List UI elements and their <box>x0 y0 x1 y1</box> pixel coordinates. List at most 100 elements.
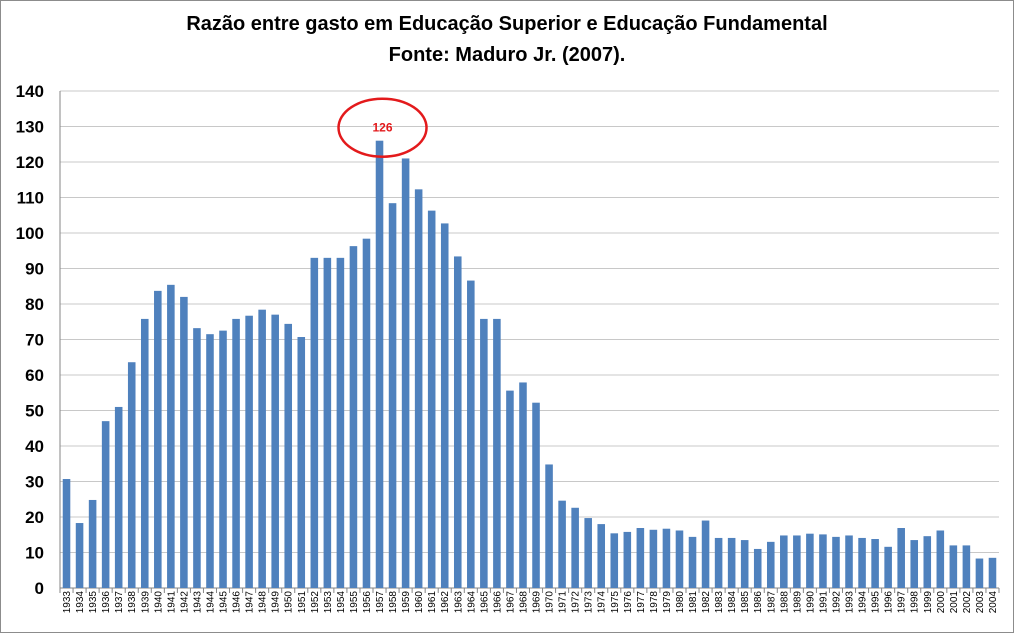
bar <box>806 533 814 588</box>
x-tick-label: 1992 <box>831 591 842 614</box>
bar <box>532 402 540 588</box>
bar <box>297 337 306 588</box>
x-tick-label: 2004 <box>988 591 999 614</box>
x-tick-label: 1973 <box>584 591 595 614</box>
bar <box>897 528 905 588</box>
x-tick-label: 1969 <box>532 591 543 614</box>
x-tick-label: 1963 <box>453 591 464 614</box>
x-tick-label: 1990 <box>805 591 816 614</box>
bar <box>793 535 801 588</box>
bar <box>193 328 201 588</box>
bar <box>467 280 475 588</box>
bar <box>349 246 358 588</box>
x-tick-label: 1939 <box>140 591 151 614</box>
bar <box>140 318 149 588</box>
x-tick-label: 1972 <box>571 591 582 614</box>
x-tick-label: 1982 <box>701 591 712 614</box>
bar <box>714 537 723 588</box>
bar <box>206 334 214 588</box>
x-tick-label: 1979 <box>662 591 673 614</box>
bar <box>949 545 958 588</box>
bar <box>558 500 566 588</box>
x-tick-label: 1943 <box>192 591 203 614</box>
bar <box>858 537 866 588</box>
bar <box>649 529 658 588</box>
bar <box>388 203 397 588</box>
x-tick-label: 1934 <box>75 591 86 614</box>
x-tick-label: 1983 <box>714 591 725 614</box>
bar <box>362 238 371 588</box>
x-tick-label: 1955 <box>349 591 360 614</box>
x-tick-label: 1988 <box>779 591 790 614</box>
bar <box>975 558 984 588</box>
bar <box>662 528 671 588</box>
bar <box>701 520 710 588</box>
bar <box>936 530 945 588</box>
annotation-ellipse <box>337 97 428 158</box>
bar <box>88 499 97 588</box>
x-tick-label: 1970 <box>545 591 556 614</box>
x-tick-label: 1945 <box>219 591 230 614</box>
bar <box>440 223 449 589</box>
x-tick-label: 1961 <box>427 591 438 614</box>
x-tick-label: 2001 <box>949 591 960 614</box>
x-tick-label: 1944 <box>205 591 216 614</box>
x-tick-label: 2002 <box>962 591 973 614</box>
y-tick-label: 70 <box>25 331 44 350</box>
x-tick-label: 1964 <box>466 591 477 614</box>
x-tick-label: 1962 <box>440 591 451 614</box>
x-tick-label: 1950 <box>284 591 295 614</box>
y-tick-label: 60 <box>25 366 44 385</box>
bar <box>62 479 71 588</box>
bar <box>740 540 749 588</box>
bar <box>727 537 736 588</box>
x-tick-label: 1933 <box>62 591 73 614</box>
x-tick-label: 1981 <box>688 591 699 614</box>
x-tick-label: 1946 <box>232 591 243 614</box>
x-tick-label: 1951 <box>297 591 308 614</box>
y-tick-label: 50 <box>25 402 44 421</box>
bar <box>884 546 892 588</box>
bar <box>101 421 110 588</box>
annotation-label: 126 <box>373 121 393 135</box>
chart-title: Razão entre gasto em Educação Superior e… <box>186 13 828 35</box>
x-tick-label: 2003 <box>975 591 986 614</box>
bar <box>284 323 293 588</box>
x-tick-label: 1997 <box>897 591 908 614</box>
bar <box>623 531 632 588</box>
x-tick-label: 1994 <box>858 591 869 614</box>
bar <box>75 523 84 588</box>
x-tick-label: 1995 <box>871 591 882 614</box>
bar <box>232 318 240 588</box>
bar <box>219 330 227 588</box>
x-tick-label: 1938 <box>127 591 138 614</box>
bar <box>427 210 436 588</box>
x-tick-label: 1989 <box>792 591 803 614</box>
chart-subtitle: Fonte: Maduro Jr. (2007). <box>388 44 626 66</box>
bar <box>571 507 579 588</box>
x-tick-label: 1971 <box>558 591 569 614</box>
x-tick-label: 1937 <box>114 591 125 614</box>
bar <box>336 257 345 588</box>
y-tick-label: 20 <box>25 508 44 527</box>
y-tick-label: 140 <box>16 82 44 101</box>
y-tick-label: 80 <box>25 295 44 314</box>
bar <box>180 296 188 588</box>
x-tick-label: 1985 <box>740 591 751 614</box>
x-tick-label: 1991 <box>818 591 829 614</box>
x-tick-label: 1967 <box>505 591 516 614</box>
x-tick-label: 1953 <box>323 591 334 614</box>
y-tick-label: 40 <box>25 437 44 456</box>
x-tick-label: 1952 <box>310 591 321 614</box>
bar <box>819 534 827 588</box>
bar <box>832 536 840 588</box>
bar <box>636 528 645 588</box>
bar <box>753 548 762 588</box>
bar <box>401 158 410 588</box>
x-tick-label: 1999 <box>923 591 934 614</box>
bar <box>506 390 514 588</box>
y-tick-label: 10 <box>25 544 44 563</box>
x-tick-label: 1993 <box>845 591 856 614</box>
